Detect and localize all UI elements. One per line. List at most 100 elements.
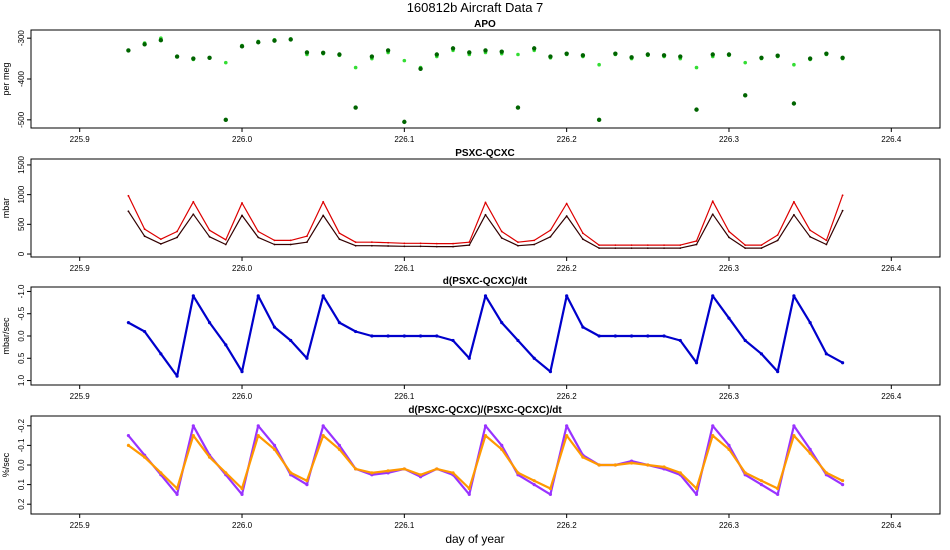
y-tick-label: 0.5 [17, 352, 26, 364]
data-point [483, 48, 488, 53]
data-point [126, 434, 130, 438]
y-tick-label: -0.2 [17, 418, 26, 432]
data-point [337, 321, 342, 325]
data-point [630, 244, 633, 247]
data-point [662, 334, 666, 338]
data-point [353, 65, 358, 70]
data-point [175, 492, 179, 496]
data-point [158, 38, 164, 43]
x-tick-label: 226.3 [719, 521, 740, 530]
data-point [581, 325, 585, 329]
data-point [629, 461, 634, 465]
y-tick-label: 0.0 [17, 330, 26, 342]
data-point [613, 51, 618, 56]
data-point [321, 424, 325, 428]
data-point [370, 334, 374, 338]
data-point [224, 238, 227, 241]
data-point [192, 200, 195, 203]
data-point [580, 53, 586, 58]
data-point [792, 424, 796, 428]
data-point [710, 52, 715, 57]
data-point [533, 239, 536, 242]
data-point [743, 60, 748, 65]
data-point [565, 434, 569, 438]
data-point [532, 356, 536, 360]
data-point [841, 209, 844, 212]
data-point [775, 53, 780, 58]
data-point [565, 424, 569, 428]
data-point [467, 486, 471, 491]
data-point [613, 463, 617, 467]
data-point [808, 447, 812, 451]
x-tick-label: 225.9 [70, 521, 91, 530]
y-tick-label: 0.2 [17, 498, 26, 510]
y-tick-label: -0.5 [17, 306, 26, 320]
data-point [793, 213, 795, 216]
data-point [419, 245, 422, 248]
data-point [500, 447, 504, 451]
data-point [548, 54, 553, 59]
x-tick-label: 225.9 [70, 392, 91, 401]
data-point [435, 242, 438, 245]
data-point [272, 443, 277, 447]
data-point [824, 352, 828, 356]
panel-1: APO per meg 225.9 226.0 226.1 226.2 226.3 226.4… [1, 19, 941, 144]
data-point [369, 54, 375, 59]
data-point [646, 247, 649, 249]
data-point [387, 245, 390, 247]
data-point [142, 42, 147, 47]
data-point [403, 245, 406, 248]
data-point [515, 105, 521, 110]
data-point [272, 447, 277, 451]
data-point [646, 334, 650, 338]
data-point [257, 230, 260, 233]
data-point [450, 46, 456, 51]
data-point [207, 455, 212, 459]
series-group [126, 294, 845, 378]
data-point [809, 235, 812, 238]
data-point [824, 51, 829, 56]
data-point [841, 483, 845, 487]
data-point [240, 370, 244, 374]
data-point [532, 483, 536, 487]
data-point [337, 447, 342, 451]
data-point [663, 247, 665, 249]
data-point [711, 213, 714, 216]
data-point [565, 215, 568, 217]
data-point [191, 434, 195, 438]
data-point [792, 62, 796, 67]
data-point [743, 93, 748, 98]
data-point [548, 492, 553, 496]
data-point [435, 334, 439, 338]
data-point [126, 443, 130, 447]
panel-title: APO [474, 19, 496, 30]
x-tick-label: 226.0 [232, 264, 253, 273]
x-tick-label: 225.9 [70, 264, 91, 273]
x-tick-label: 226.0 [232, 521, 253, 530]
y-tick-label: -1.0 [17, 284, 26, 298]
data-point [776, 239, 779, 242]
data-point [581, 232, 584, 235]
data-point [646, 463, 650, 467]
data-point [402, 467, 406, 471]
x-tick-label: 226.0 [232, 392, 253, 401]
data-point [354, 329, 358, 334]
data-point [743, 471, 747, 475]
y-axis-label: per meg [1, 62, 11, 95]
data-point [467, 50, 472, 55]
x-tick-label: 226.4 [881, 392, 902, 401]
data-point [257, 236, 260, 239]
data-point [711, 434, 715, 438]
data-point [207, 321, 212, 325]
data-point [695, 243, 698, 246]
y-tick-label: 1000 [17, 185, 26, 203]
data-point [159, 238, 162, 241]
data-point [809, 229, 812, 232]
data-point [597, 62, 601, 67]
series-group [126, 36, 845, 125]
data-point [629, 55, 634, 60]
data-point [305, 479, 309, 483]
data-point [694, 65, 699, 70]
data-point [451, 471, 455, 475]
data-point [126, 321, 130, 325]
